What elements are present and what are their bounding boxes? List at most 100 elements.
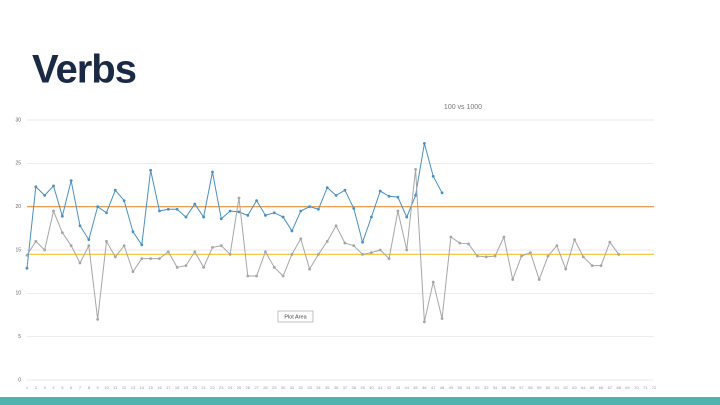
x-tick-label: 58: [528, 385, 533, 390]
chart-title: 100 vs 1000: [444, 104, 482, 111]
point: [317, 207, 320, 211]
point: [237, 210, 241, 214]
point: [246, 213, 250, 217]
point: [440, 317, 444, 320]
point: [431, 280, 435, 284]
point: [43, 248, 47, 252]
x-tick-label: 42: [387, 385, 392, 390]
point: [211, 246, 214, 249]
point: [246, 274, 250, 278]
point: [113, 255, 117, 259]
point: [202, 265, 206, 269]
point: [96, 317, 100, 321]
x-tick-label: 65: [590, 385, 595, 390]
x-tick-label: 71: [643, 385, 648, 390]
point: [78, 224, 82, 228]
point: [325, 239, 329, 243]
x-tick-label: 1: [26, 385, 29, 390]
point: [325, 186, 329, 190]
point: [131, 230, 135, 234]
point: [422, 320, 426, 324]
point: [502, 235, 506, 239]
point: [264, 213, 267, 217]
y-tick-label: 10: [15, 291, 21, 297]
point: [308, 267, 311, 271]
x-tick-label: 63: [572, 385, 577, 390]
x-tick-label: 26: [246, 385, 251, 390]
point: [149, 257, 153, 261]
x-tick-label: 29: [272, 385, 277, 390]
point: [52, 209, 55, 213]
x-tick-label: 37: [343, 385, 348, 390]
point: [370, 251, 373, 255]
point: [228, 252, 232, 256]
point: [264, 250, 267, 254]
x-tick-label: 50: [457, 385, 462, 390]
point: [343, 241, 347, 245]
point: [431, 174, 435, 178]
point: [87, 238, 91, 242]
point: [158, 209, 161, 213]
point: [96, 205, 100, 209]
point: [599, 264, 603, 267]
point: [290, 229, 294, 233]
x-tick-label: 27: [254, 385, 259, 390]
point: [228, 209, 232, 213]
point: [422, 142, 426, 145]
x-tick-label: 55: [502, 385, 507, 390]
point: [396, 209, 400, 213]
annotation-box: [277, 310, 314, 323]
x-tick-label: 51: [466, 385, 471, 390]
point: [78, 261, 82, 265]
point: [25, 266, 29, 270]
x-tick-label: 33: [307, 385, 312, 390]
point: [34, 185, 38, 189]
x-tick-label: 40: [369, 385, 374, 390]
point: [290, 252, 294, 256]
x-tick-label: 25: [237, 385, 242, 390]
point: [166, 250, 170, 254]
point: [361, 240, 364, 244]
x-tick-label: 13: [131, 385, 136, 390]
point: [193, 250, 197, 254]
x-tick-label: 36: [334, 385, 339, 390]
point: [467, 242, 470, 246]
x-tick-label: 38: [352, 385, 357, 390]
point: [140, 243, 144, 247]
point: [334, 224, 338, 228]
x-tick-label: 69: [625, 385, 630, 390]
point: [520, 254, 523, 258]
point: [166, 207, 170, 211]
x-tick-label: 54: [493, 385, 498, 390]
x-tick-label: 62: [563, 385, 568, 390]
point: [131, 270, 135, 274]
x-tick-label: 72: [652, 385, 657, 390]
point: [281, 274, 285, 278]
x-tick-label: 48: [440, 385, 445, 390]
x-tick-label: 16: [157, 385, 162, 390]
point: [219, 244, 223, 248]
x-tick-label: 34: [316, 385, 321, 390]
x-tick-label: 7: [79, 385, 82, 390]
point: [387, 257, 391, 261]
point: [52, 184, 55, 188]
x-tick-label: 10: [104, 385, 109, 390]
point: [378, 189, 382, 193]
x-tick-label: 17: [166, 385, 171, 390]
x-tick-label: 8: [88, 385, 91, 390]
x-tick-label: 2: [35, 385, 38, 390]
x-tick-label: 19: [184, 385, 189, 390]
point: [564, 267, 568, 271]
x-tick-label: 23: [219, 385, 224, 390]
point: [334, 194, 338, 197]
point: [405, 215, 409, 219]
x-tick-label: 49: [449, 385, 454, 390]
x-tick-label: 12: [122, 385, 127, 390]
point: [60, 214, 64, 218]
point: [528, 251, 532, 255]
point: [546, 254, 550, 258]
point: [281, 215, 285, 219]
point: [370, 215, 373, 219]
x-tick-label: 3: [44, 385, 47, 390]
x-tick-label: 61: [555, 385, 560, 390]
